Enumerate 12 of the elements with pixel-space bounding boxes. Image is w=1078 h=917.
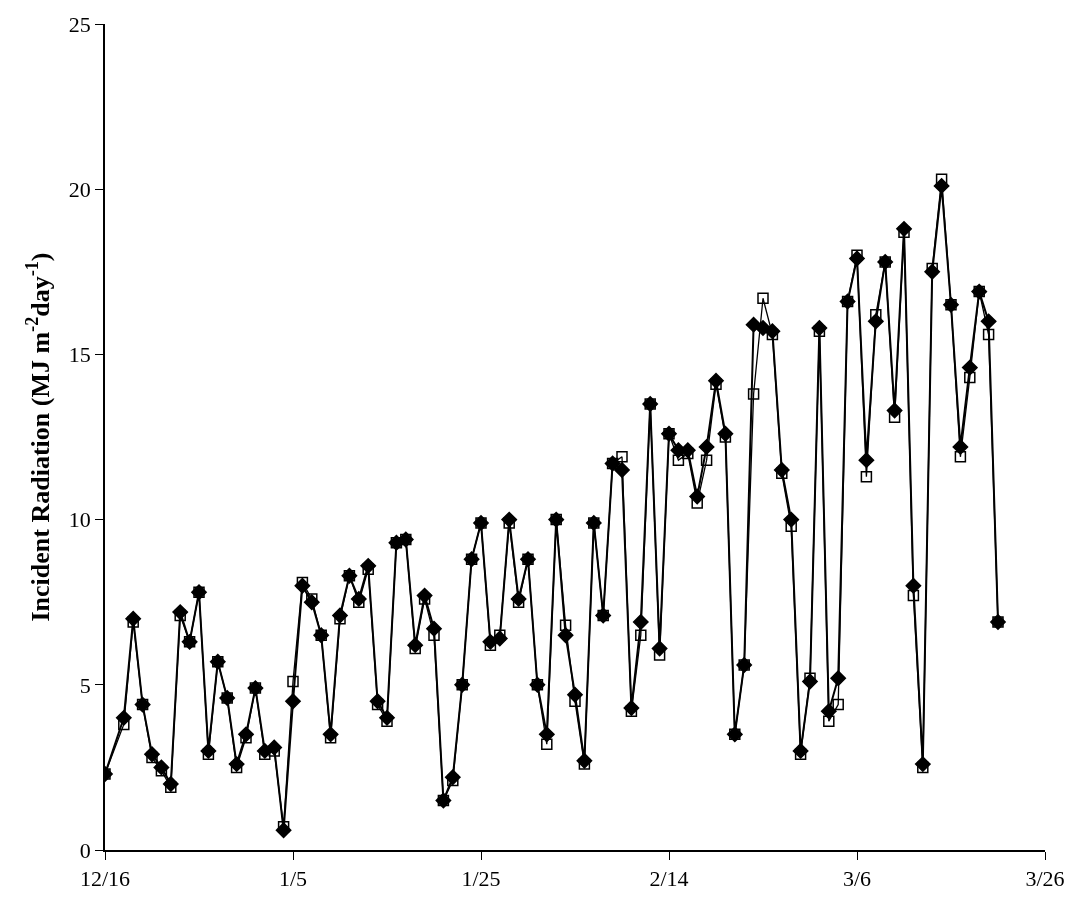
y-tick-label: 15 — [68, 342, 91, 368]
x-tick-label: 3/26 — [1025, 866, 1065, 892]
y-tick-label: 10 — [68, 507, 91, 533]
x-tick-label: 1/5 — [278, 866, 308, 892]
x-tick-label: 3/6 — [842, 866, 872, 892]
x-tick-label: 12/16 — [79, 866, 131, 892]
y-tick-label: 0 — [79, 837, 91, 863]
x-tick-label: 1/25 — [461, 866, 501, 892]
y-tick-label: 20 — [68, 176, 91, 202]
y-tick-label: 5 — [79, 672, 91, 698]
y-tick-label: 25 — [68, 11, 91, 37]
x-tick-label: 2/14 — [649, 866, 689, 892]
